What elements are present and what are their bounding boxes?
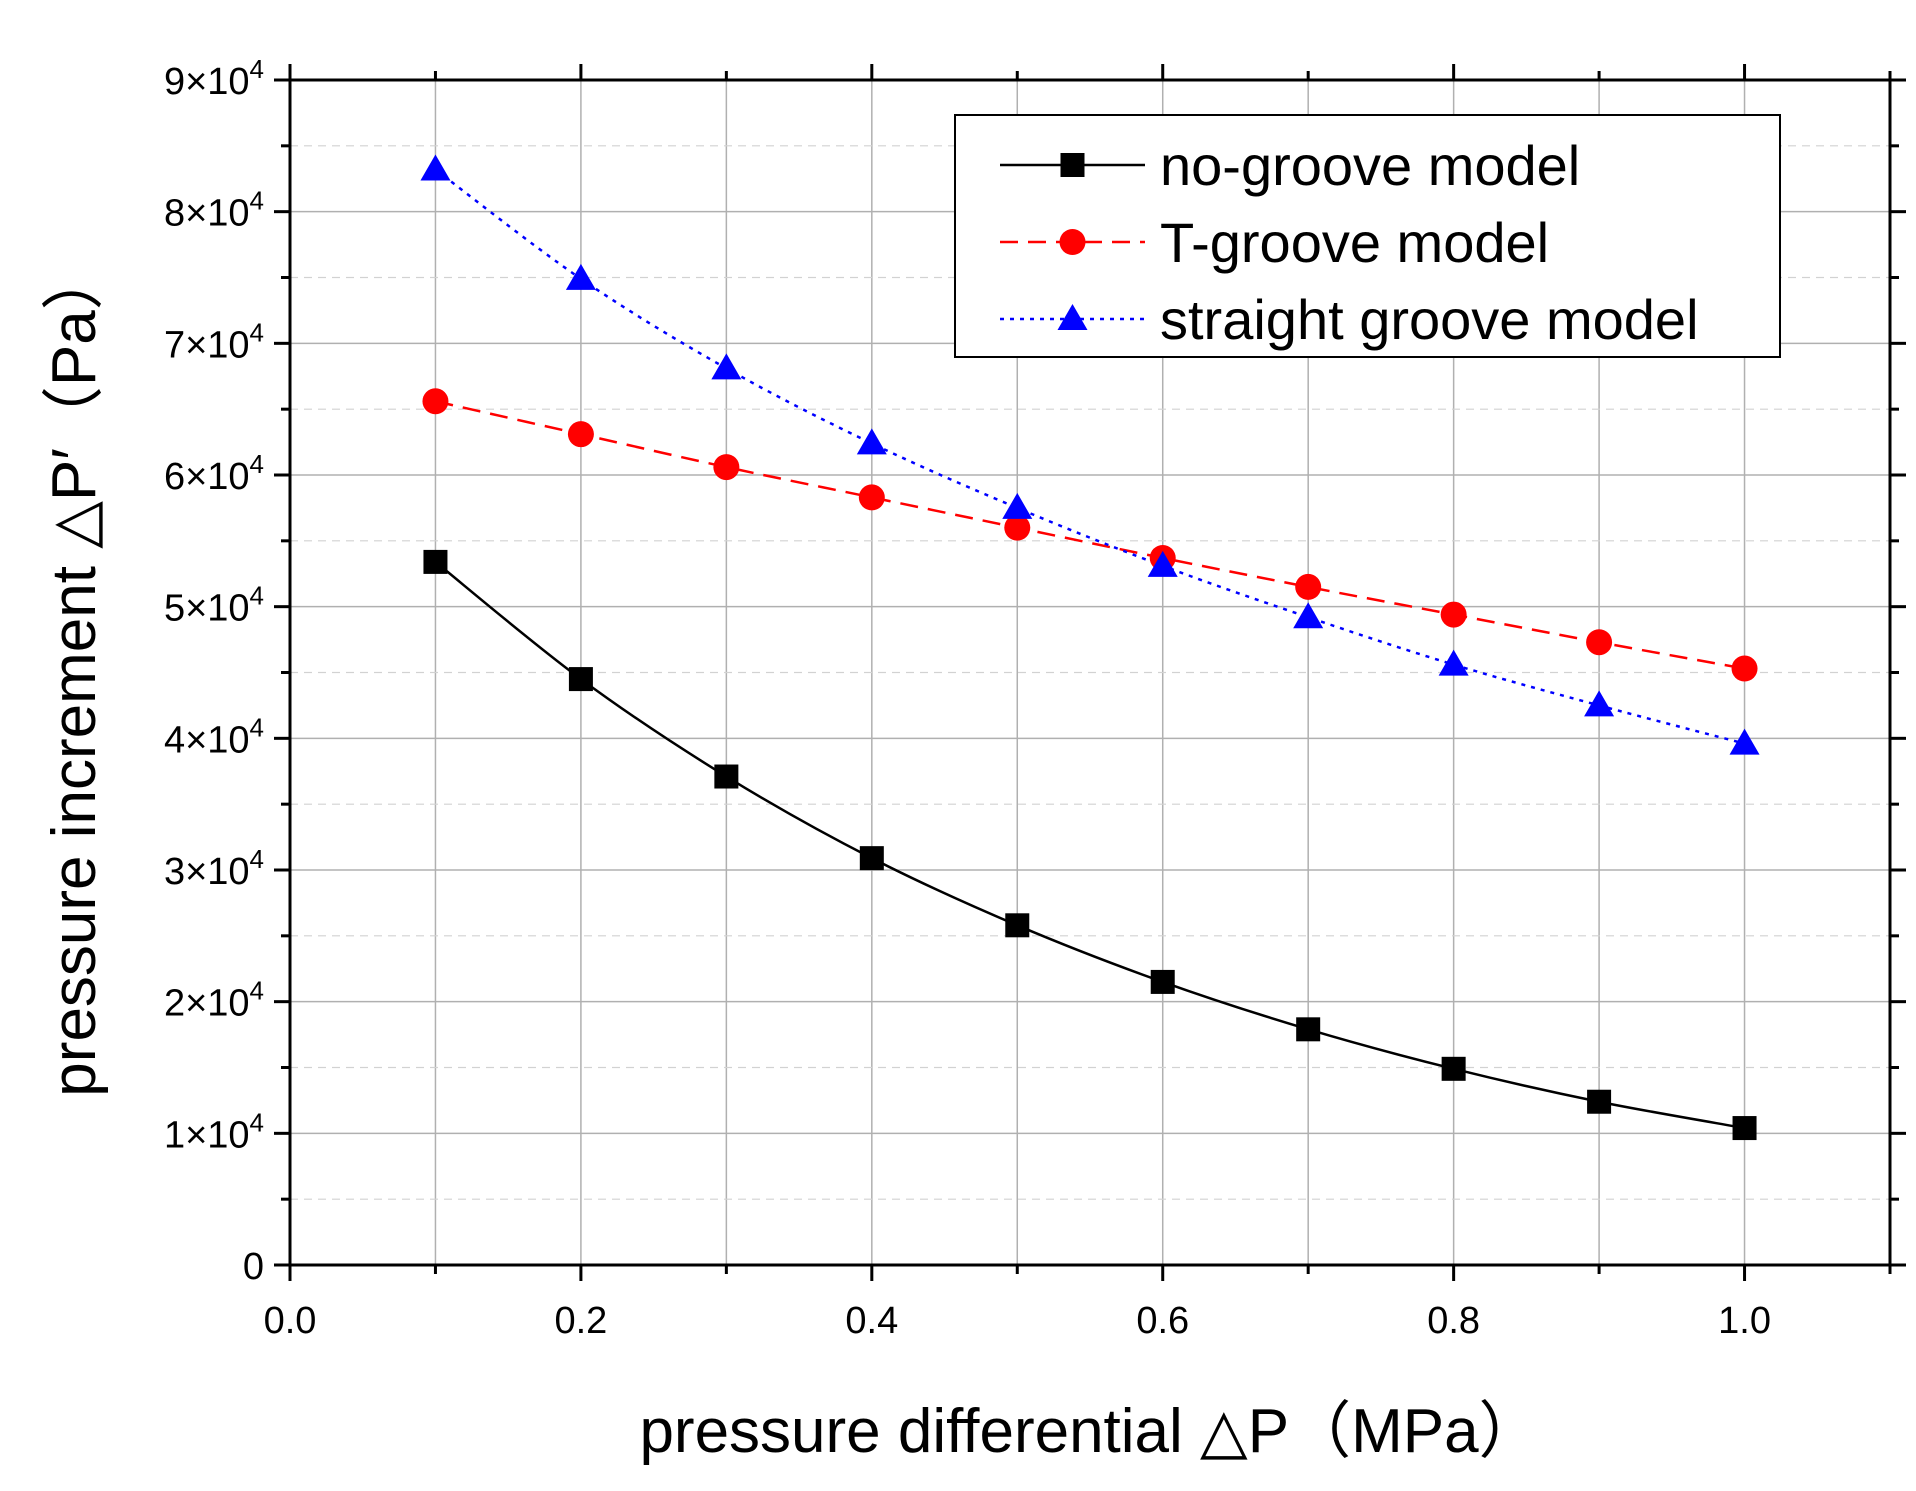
x-tick-label: 0.2 xyxy=(554,1300,607,1342)
x-tick-label: 0.6 xyxy=(1136,1300,1189,1342)
legend-label-t-groove: T-groove model xyxy=(1160,211,1549,274)
series-line-straight-groove xyxy=(434,168,1745,745)
y-tick-label: 4×104 xyxy=(164,712,264,761)
x-tick-labels: 0.0 0.2 0.4 0.6 0.8 1.0 xyxy=(264,1300,1771,1342)
series-line-t-groove xyxy=(435,400,1745,670)
y-tick-label: 6×104 xyxy=(164,449,264,498)
x-tick-label: 1.0 xyxy=(1718,1300,1771,1342)
y-tick-label: 5×104 xyxy=(164,581,264,630)
legend-label-no-groove: no-groove model xyxy=(1160,134,1580,197)
data-point-straight-groove xyxy=(1002,492,1033,519)
legend-entry-straight-groove: straight groove model xyxy=(1000,288,1699,351)
data-point-t-groove xyxy=(1295,573,1322,600)
y-tick-label: 1×104 xyxy=(164,1107,264,1156)
data-point-no-groove xyxy=(859,846,884,871)
data-point-straight-groove xyxy=(1147,550,1178,577)
y-tick-label: 2×104 xyxy=(164,976,264,1025)
y-tick-label: 7×104 xyxy=(164,317,264,366)
y-tick-label: 9×104 xyxy=(164,54,264,103)
legend-box xyxy=(954,114,1781,358)
data-point-straight-groove xyxy=(1438,649,1469,676)
legend-marker-t-groove xyxy=(1059,229,1086,255)
data-point-t-groove xyxy=(858,484,885,511)
legend: no-groove model T-groove model straight … xyxy=(954,114,1781,358)
legend-marker-straight-groove xyxy=(1057,304,1088,330)
data-point-no-groove xyxy=(1005,913,1030,938)
data-point-t-groove xyxy=(1586,629,1613,656)
y-tick-labels: 0 1×104 2×104 3×104 4×104 5×104 6×104 7×104 8×10… xyxy=(164,54,264,1288)
data-point-straight-groove xyxy=(711,353,742,380)
x-tick-label: 0.8 xyxy=(1427,1300,1480,1342)
series-line-no-groove xyxy=(434,560,1745,1130)
x-tick-label: 0.0 xyxy=(264,1300,317,1342)
x-tick-label: 0.4 xyxy=(845,1300,898,1342)
x-axis-title: pressure differential △P（MPa） xyxy=(639,1397,1540,1466)
data-point-no-groove xyxy=(1296,1017,1321,1042)
data-point-no-groove xyxy=(714,764,739,789)
y-axis-title: pressure increment △P′（Pa） xyxy=(40,248,109,1096)
y-tick-label: 8×104 xyxy=(164,186,264,235)
data-point-t-groove xyxy=(567,421,594,448)
data-point-no-groove xyxy=(1732,1116,1757,1141)
data-point-no-groove xyxy=(1441,1056,1466,1081)
data-point-straight-groove xyxy=(565,263,596,290)
data-point-no-groove xyxy=(423,549,448,574)
y-tick-label: 0 xyxy=(243,1246,264,1288)
series-lines xyxy=(434,168,1745,1130)
legend-label-straight-groove: straight groove model xyxy=(1160,288,1699,351)
axis-ticks xyxy=(274,64,1906,1281)
data-point-straight-groove xyxy=(1584,690,1615,717)
legend-entry-t-groove: T-groove model xyxy=(1000,211,1549,274)
legend-marker-no-groove xyxy=(1060,153,1085,177)
data-point-straight-groove xyxy=(856,428,887,455)
data-point-straight-groove xyxy=(420,154,451,181)
data-point-t-groove xyxy=(1440,601,1467,628)
data-point-t-groove xyxy=(422,388,449,415)
data-point-straight-groove xyxy=(1729,728,1760,755)
data-point-t-groove xyxy=(1004,514,1031,541)
legend-entry-no-groove: no-groove model xyxy=(1000,134,1580,197)
data-point-no-groove xyxy=(1150,969,1175,994)
y-tick-label: 3×104 xyxy=(164,844,264,893)
data-point-straight-groove xyxy=(1293,602,1324,629)
data-point-no-groove xyxy=(1587,1089,1612,1114)
data-point-t-groove xyxy=(1731,655,1758,682)
data-point-t-groove xyxy=(713,454,740,481)
data-point-no-groove xyxy=(568,667,593,692)
series-markers xyxy=(420,154,1760,1141)
